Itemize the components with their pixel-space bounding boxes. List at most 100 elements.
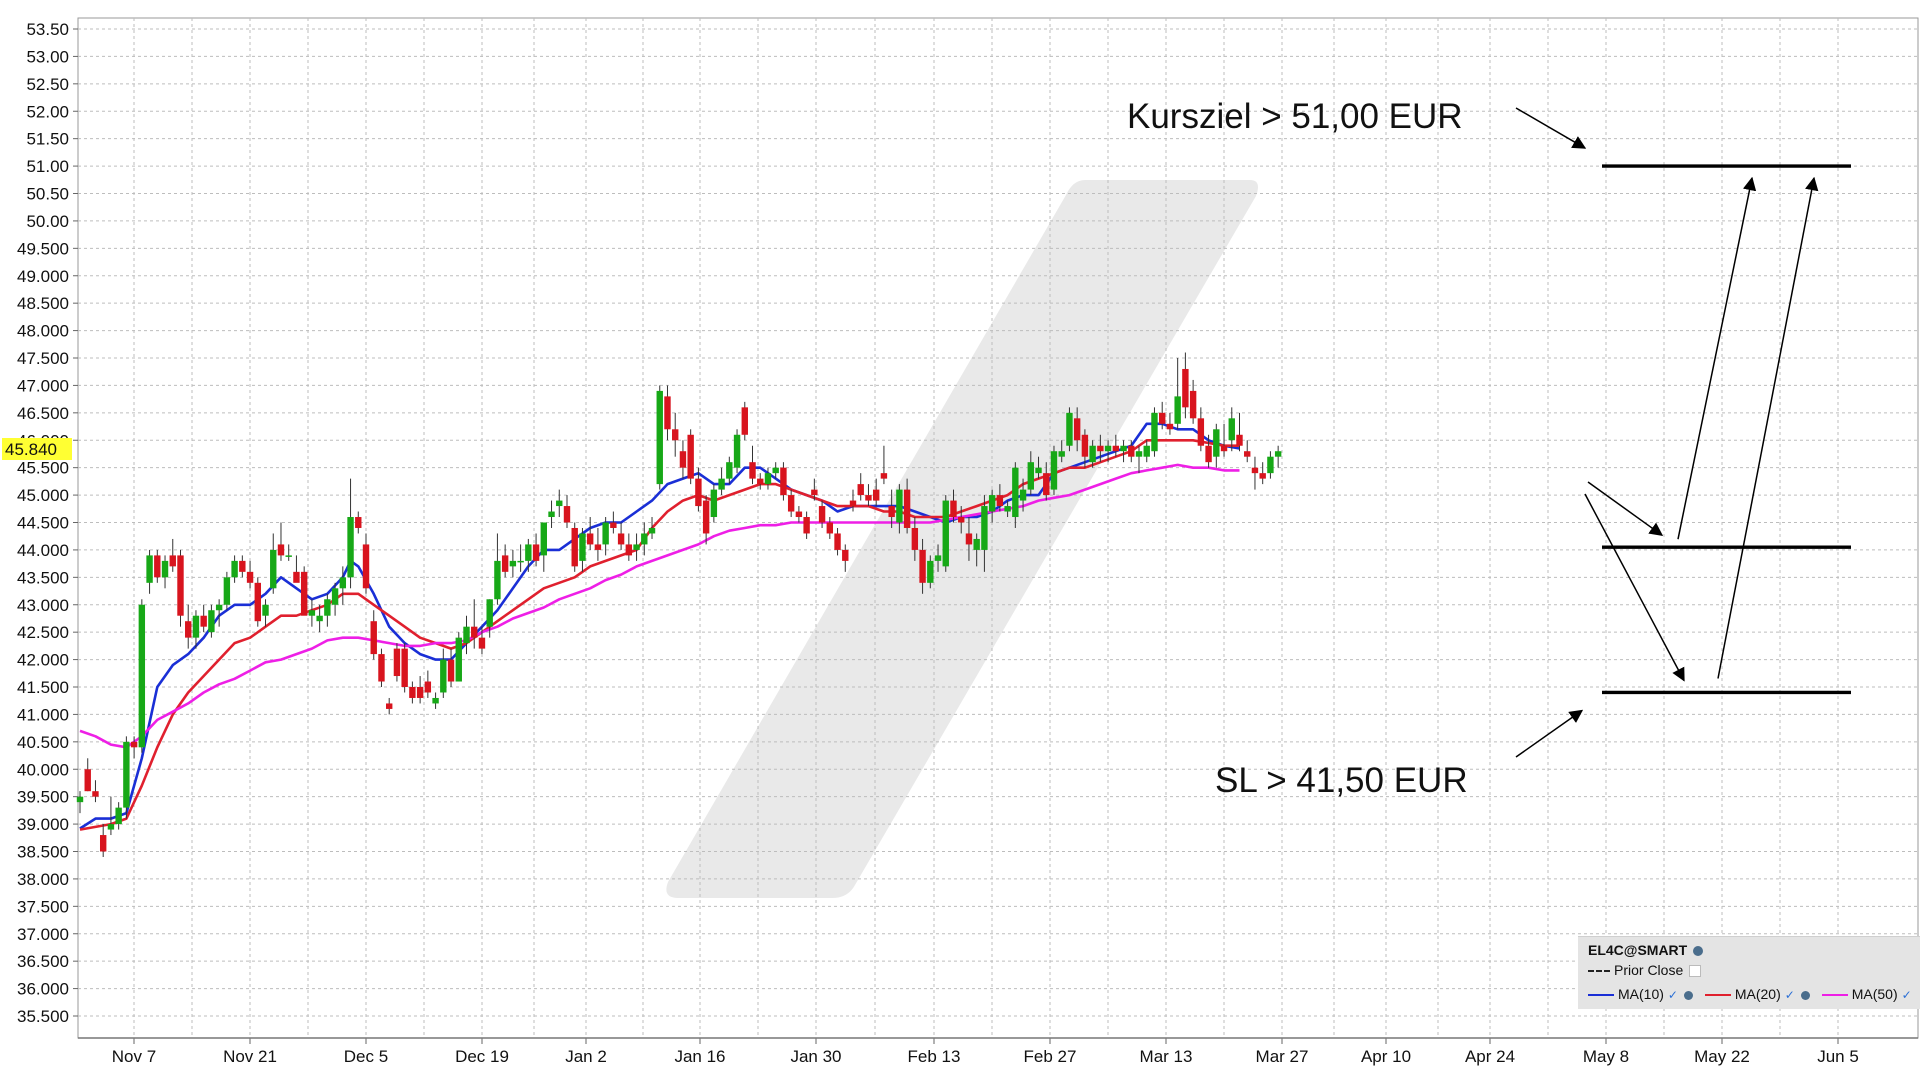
- candle: [586, 517, 594, 550]
- candle-body: [331, 588, 339, 605]
- candle: [1267, 451, 1274, 479]
- candle: [1244, 440, 1251, 463]
- candle: [1213, 423, 1220, 468]
- candle: [169, 538, 176, 572]
- candle: [749, 445, 756, 485]
- legend-ma50-label: MA(50): [1851, 986, 1898, 1002]
- candle-body: [880, 473, 888, 479]
- price-levels: [1602, 164, 1851, 695]
- candle: [486, 599, 493, 638]
- candle-body: [1027, 462, 1034, 490]
- candle: [130, 736, 138, 759]
- candle: [965, 517, 973, 561]
- candle: [617, 522, 625, 550]
- candle: [1182, 352, 1189, 419]
- candle: [123, 736, 130, 819]
- candle-body: [517, 560, 524, 563]
- y-tick-label: 52.00: [26, 102, 69, 121]
- candle: [192, 610, 200, 649]
- candle: [772, 462, 779, 479]
- candle: [1274, 445, 1282, 468]
- x-tick-label: Feb 27: [1024, 1047, 1077, 1066]
- candle: [834, 527, 841, 556]
- candle: [1128, 440, 1135, 463]
- x-tick-label: Nov 21: [223, 1047, 277, 1066]
- candle: [409, 681, 416, 704]
- candle-body: [339, 577, 347, 589]
- globe-icon[interactable]: [1693, 946, 1704, 957]
- legend-item-ma10[interactable]: MA(10) ✓: [1588, 986, 1693, 1002]
- candle: [911, 517, 919, 561]
- candle: [239, 555, 246, 578]
- candle-body: [123, 741, 130, 808]
- y-tick-label: 40.500: [17, 733, 69, 752]
- y-tick-label: 37.500: [17, 897, 69, 916]
- candle: [849, 489, 857, 512]
- candle: [811, 478, 818, 501]
- candle: [1066, 407, 1073, 452]
- candle-body: [146, 555, 153, 583]
- candle-body: [1019, 489, 1027, 501]
- candle: [84, 758, 91, 792]
- x-tick-label: Apr 10: [1361, 1047, 1411, 1066]
- candle-body: [772, 467, 779, 474]
- arrow-to-stop-line: [1515, 709, 1584, 758]
- legend-item-ma20[interactable]: MA(20) ✓: [1704, 986, 1810, 1002]
- candle: [857, 473, 864, 501]
- y-tick-label: 39.500: [17, 788, 69, 807]
- candle: [787, 489, 795, 518]
- candle: [262, 599, 269, 627]
- y-tick-label: 41.000: [17, 705, 69, 724]
- y-tick-label: 43.500: [17, 568, 69, 587]
- y-tick-label: 41.500: [17, 678, 69, 697]
- legend-ma10-label: MA(10): [1618, 986, 1664, 1002]
- candle-body: [749, 462, 756, 479]
- legend-item-ma50[interactable]: MA(50) ✓: [1821, 986, 1912, 1002]
- candle-body: [107, 824, 115, 830]
- candle-body: [548, 511, 555, 518]
- candle: [331, 582, 339, 616]
- candle-body: [1251, 467, 1259, 474]
- candle-body: [571, 527, 578, 567]
- y-tick-label: 48.000: [17, 322, 69, 341]
- candle-body: [1197, 418, 1205, 446]
- candle-body: [726, 462, 733, 479]
- candle-body: [138, 604, 146, 748]
- candle-body: [1166, 423, 1174, 430]
- candle: [934, 544, 942, 572]
- candle-body: [84, 769, 91, 792]
- candle-body: [161, 560, 169, 578]
- candle: [1073, 407, 1081, 452]
- candle-body: [818, 506, 826, 523]
- prior-close-checkbox[interactable]: [1689, 965, 1702, 978]
- candle: [362, 533, 370, 594]
- candle: [1135, 445, 1143, 474]
- check-icon[interactable]: ✓: [1667, 988, 1678, 1002]
- candle: [177, 549, 184, 627]
- candle: [641, 522, 648, 556]
- settings-icon[interactable]: [1800, 990, 1810, 1000]
- candle-body: [903, 489, 911, 528]
- ma20-swatch: [1704, 994, 1731, 997]
- candle-body: [857, 484, 864, 496]
- x-tick-label: Jan 30: [790, 1047, 841, 1066]
- candle-body: [679, 451, 687, 468]
- candle: [1220, 423, 1228, 457]
- candle: [1174, 358, 1181, 430]
- candle: [679, 440, 687, 479]
- y-tick-label: 40.000: [17, 760, 69, 779]
- candle: [1189, 379, 1197, 424]
- check-icon[interactable]: ✓: [1784, 988, 1795, 1002]
- x-tick-label: Jun 5: [1817, 1047, 1859, 1066]
- candle-body: [633, 544, 640, 550]
- candle-body: [617, 533, 625, 545]
- x-axis: Nov 7 Nov 21 Dec 5 Dec 19 Jan 2 Jan 16 Jan 30 F…: [78, 1037, 1918, 1066]
- arrow-to-stop: [1584, 493, 1685, 682]
- x-tick-label: May 22: [1694, 1047, 1750, 1066]
- candle-body: [1135, 451, 1143, 457]
- candles: [76, 352, 1282, 857]
- check-icon[interactable]: ✓: [1901, 988, 1912, 1002]
- candle-body: [424, 681, 432, 693]
- candle-body: [702, 500, 710, 534]
- settings-icon[interactable]: [1683, 990, 1693, 1000]
